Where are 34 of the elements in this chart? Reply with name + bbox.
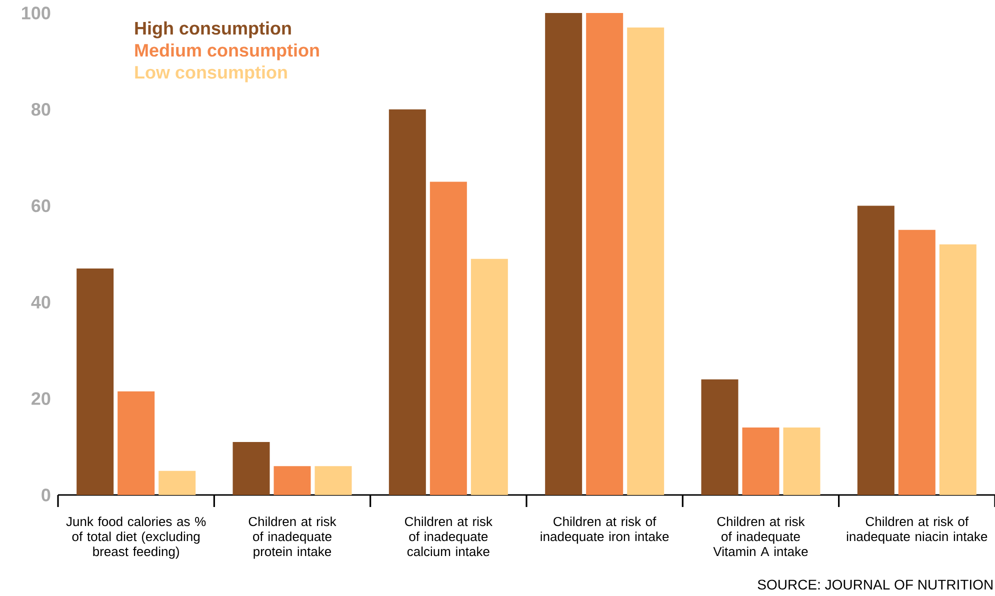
bar (430, 182, 467, 495)
bar (586, 13, 624, 495)
bar (742, 428, 780, 495)
bar (118, 391, 155, 495)
bar (274, 466, 311, 495)
x-tick-label: Children at risk of inadequate Vitamin A intake (713, 516, 808, 556)
text: High consumption (135, 21, 291, 38)
bar (76, 268, 114, 495)
y-tick-label: 20 (32, 392, 50, 405)
bar (470, 258, 508, 495)
bar (388, 109, 426, 495)
bar (701, 379, 738, 495)
text: Medium consumption (135, 43, 319, 60)
y-tick-label: 100 (22, 6, 50, 20)
bar (232, 442, 270, 495)
x-tick-label: Children at risk of inadequate iron intake (540, 516, 669, 544)
y-tick-label: 0 (42, 488, 50, 502)
x-tick-label: Junk food calories as % of total diet (excluding breast feeding) (66, 516, 206, 559)
x-tick-label: Children at risk of inadequate calcium intake (405, 516, 492, 556)
bar (627, 27, 664, 495)
bar (545, 13, 582, 495)
bar (158, 470, 196, 495)
y-tick-label: 60 (32, 199, 50, 212)
bar (314, 466, 352, 495)
y-tick-label: 40 (31, 296, 50, 309)
bar (898, 230, 936, 495)
x-tick-label: Children at risk of inadequate niacin intake (846, 516, 988, 544)
bar (783, 428, 820, 495)
bar (939, 244, 976, 495)
source-note: SOURCE: JOURNAL OF NUTRITION (758, 580, 992, 590)
bar (857, 206, 894, 495)
y-tick-label: 80 (31, 103, 50, 116)
text: Low consumption (135, 65, 287, 82)
x-tick-label: Children at risk of inadequate protein intake (248, 516, 336, 559)
